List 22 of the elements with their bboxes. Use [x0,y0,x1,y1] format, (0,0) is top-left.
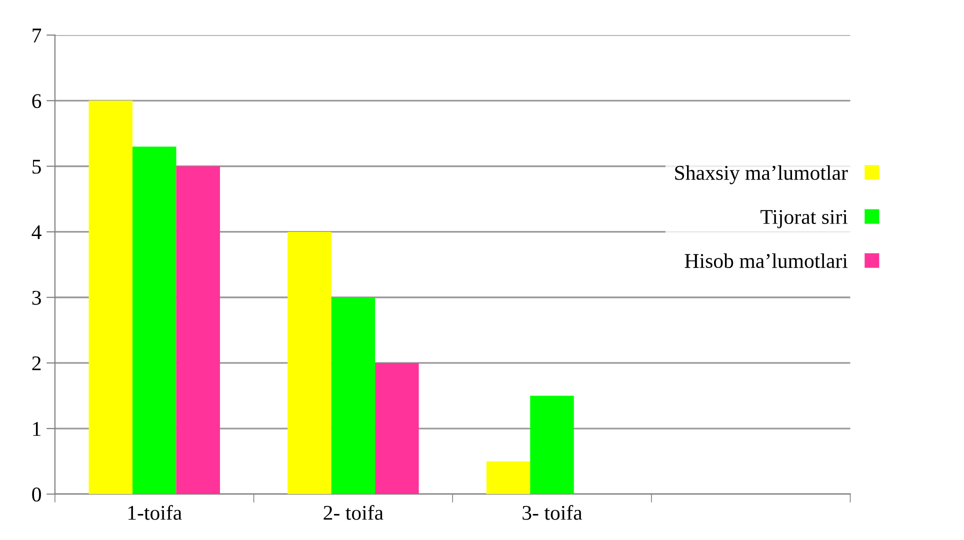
y-tick-label: 1 [33,422,41,436]
x-tick-label: 2- toifa [324,505,384,520]
y-tick-label: 2 [32,356,41,370]
legend-label: Hisob ma’lumotlari [684,253,848,268]
legend-label: Shaxsiy ma’lumotlar [675,165,848,184]
y-tick-label: 6 [32,94,42,108]
y-tick-label: 5 [32,160,41,174]
bar [132,146,176,494]
bar [176,166,220,494]
y-tick-label: 7 [32,28,42,42]
bar [530,396,574,494]
y-tick-label: 0 [32,487,41,502]
legend-label: Tijorat siri [760,210,848,228]
x-tick-label: 1-toifa [128,505,182,520]
bar [88,100,132,494]
x-tick-label: 3- toifa [522,505,582,520]
y-tick-label: 4 [32,225,42,240]
bar [375,362,419,494]
bar [331,297,376,494]
bar [486,461,530,494]
bar [288,232,332,494]
y-tick-label: 3 [32,290,41,305]
